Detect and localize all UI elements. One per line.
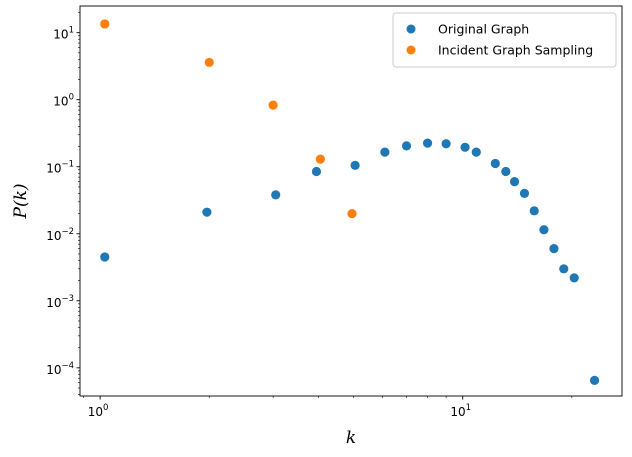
y-tick-label: 10−4 (46, 361, 74, 377)
y-tick-label: 101 (53, 26, 74, 42)
legend-label-original-graph: Original Graph (438, 22, 529, 37)
incident-graph-sampling-point (204, 57, 214, 68)
original-graph-point (501, 166, 511, 177)
original-graph-point (460, 142, 470, 152)
minor-ticks (78, 12, 573, 398)
legend-marker-original-graph (406, 24, 416, 34)
original-graph-point (519, 188, 530, 199)
original-graph-point (490, 158, 500, 169)
legend: Original Graph Incident Graph Sampling (392, 12, 617, 68)
legend-marker-incident-graph-sampling (406, 45, 416, 55)
original-graph-point (589, 375, 600, 385)
original-graph-point (271, 190, 281, 200)
original-graph-point (471, 147, 481, 157)
x-tick-label: 101 (450, 403, 471, 419)
incident-graph-sampling-point (100, 19, 110, 29)
x-axis-ticks: 100 101 (88, 396, 471, 419)
y-tick-label: 10−2 (46, 227, 74, 243)
y-tick-label: 10−1 (46, 160, 74, 176)
original-graph-point (529, 206, 539, 216)
original-graph-point (401, 141, 412, 151)
y-tick-label: 100 (53, 93, 74, 109)
original-graph-point (380, 147, 390, 157)
y-axis-label: P(k) (11, 183, 31, 219)
original-graph-point (202, 207, 212, 217)
original-graph-point (569, 273, 579, 283)
x-tick-label: 100 (88, 403, 109, 419)
legend-box (392, 12, 617, 68)
original-graph-point (350, 160, 360, 170)
legend-label-incident-graph-sampling: Incident Graph Sampling (438, 43, 593, 58)
original-graph-point (509, 177, 520, 187)
plot-points (100, 19, 600, 385)
original-graph-point (422, 138, 433, 148)
y-axis-ticks: 10−4 10−3 10−2 10−1 100 101 (46, 26, 80, 377)
original-graph-point (559, 264, 569, 274)
original-graph-point (311, 166, 322, 177)
incident-graph-sampling-point (347, 208, 357, 219)
original-graph-point (549, 244, 559, 254)
original-graph-point (441, 139, 451, 149)
plot-area-frame (79, 5, 623, 397)
incident-graph-sampling-point (268, 100, 278, 110)
original-graph-point (100, 252, 110, 262)
original-graph-point (539, 225, 549, 235)
x-axis-label: k (346, 428, 356, 448)
y-tick-label: 10−3 (46, 294, 74, 310)
incident-graph-sampling-point (315, 154, 325, 164)
